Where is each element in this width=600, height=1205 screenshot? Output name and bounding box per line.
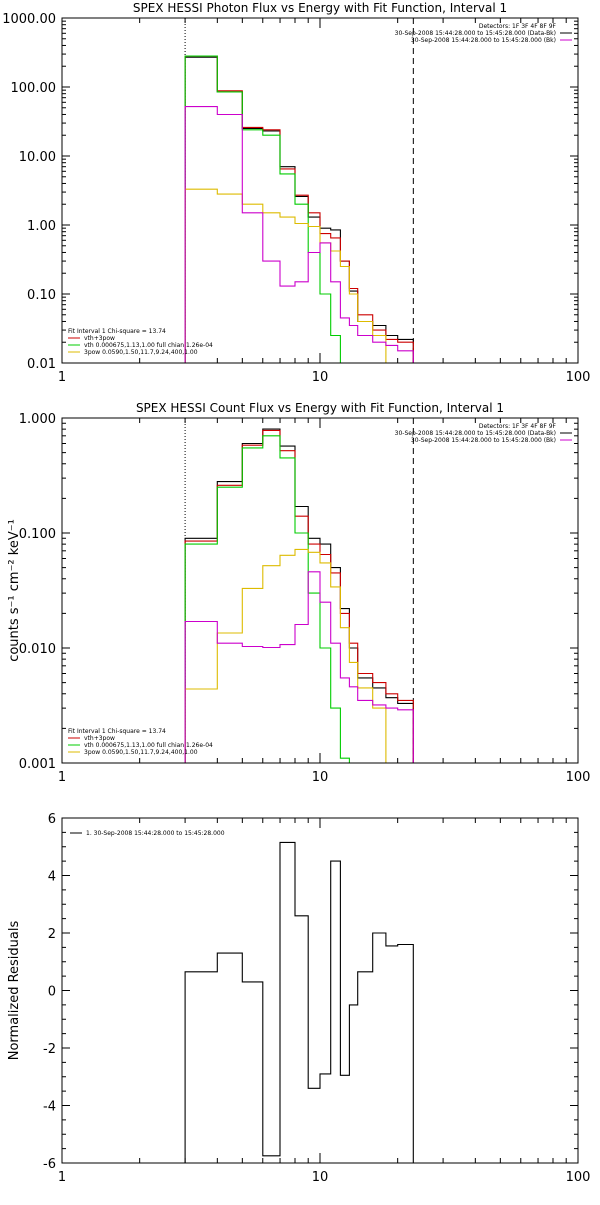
y-tick-label: 1.00 xyxy=(27,219,56,234)
y-tick-label: 2 xyxy=(48,927,56,942)
plot-frame xyxy=(61,17,579,364)
x-tick-label: 100 xyxy=(566,770,591,785)
chart-title: SPEX HESSI Photon Flux vs Energy with Fi… xyxy=(133,1,507,15)
legend-entry: 3pow 0.0590,1.50,11.7,9.24,400,1.00 xyxy=(84,349,198,356)
series-line-4 xyxy=(184,571,414,763)
x-tick-label: 10 xyxy=(312,370,329,385)
series-line-3 xyxy=(184,548,398,763)
y-tick-label: 10.00 xyxy=(19,150,56,165)
y-tick-label: -2 xyxy=(43,1042,56,1057)
series-line-1 xyxy=(184,55,414,363)
photon-flux-panel: SPEX HESSI Photon Flux vs Energy with Fi… xyxy=(2,1,590,385)
residuals-panel: -6 -4 -2 0 2 4 6 1 10 100 Normalized Residuals 1. 3… xyxy=(7,812,590,1185)
y-tick-label: 1000.00 xyxy=(2,12,56,27)
y-tick-label: 0.10 xyxy=(27,288,56,303)
x-tick-label: 100 xyxy=(566,370,591,385)
legend-entry: vth 0.000675,1.13,1.00 full chian 1.26e-… xyxy=(84,742,213,749)
y-axis-label: Normalized Residuals xyxy=(7,921,22,1061)
x-tick-label: 10 xyxy=(312,1170,329,1185)
y-tick-label: 0 xyxy=(48,985,56,1000)
series-line-1 xyxy=(184,429,414,763)
info-text: 30-Sep-2008 15:44:28.000 to 15:45:28.000… xyxy=(411,437,556,444)
count-flux-panel: SPEX HESSI Count Flux vs Energy with Fit… xyxy=(7,401,590,785)
y-axis-label: counts s⁻¹ cm⁻² keV⁻¹ xyxy=(7,519,22,662)
x-tick-label: 1 xyxy=(58,770,66,785)
legend-entry: vth+3pow xyxy=(84,735,115,742)
plot-frame xyxy=(61,817,579,1164)
x-tick-label: 1 xyxy=(58,370,66,385)
y-tick-label: 4 xyxy=(48,870,56,885)
series-line-0 xyxy=(184,56,414,363)
legend-entry: vth+3pow xyxy=(84,335,115,342)
info-text: Detectors: 1F 3F 4F 8F 9F xyxy=(479,423,557,430)
info-text: 30-Sep-2008 15:44:28.000 to 15:45:28.000… xyxy=(395,30,556,37)
legend-entry: vth 0.000675,1.13,1.00 full chian 1.26e-… xyxy=(84,342,213,349)
y-tick-label: 0.001 xyxy=(19,757,56,772)
y-tick-label: -6 xyxy=(43,1157,56,1172)
y-tick-label: 0.100 xyxy=(19,527,56,542)
series-line-4 xyxy=(184,106,414,363)
x-tick-label: 1 xyxy=(58,1170,66,1185)
y-tick-label: 100.00 xyxy=(11,81,57,96)
y-tick-label: 1.000 xyxy=(19,412,56,427)
series-line-2 xyxy=(184,435,350,763)
info-text: 30-Sep-2008 15:44:28.000 to 15:45:28.000… xyxy=(395,430,556,437)
y-tick-label: -4 xyxy=(43,1100,56,1115)
legend-entry: 3pow 0.0590,1.50,11.7,9.24,400,1.00 xyxy=(84,749,198,756)
y-tick-label: 6 xyxy=(48,812,56,827)
series-line-3 xyxy=(184,188,398,363)
series-line-2 xyxy=(184,55,358,363)
legend-entry: Fit Interval 1 Chi-square = 13.74 xyxy=(68,328,166,335)
series-line-0 xyxy=(184,428,414,763)
legend-entry: Fit Interval 1 Chi-square = 13.74 xyxy=(68,728,166,735)
info-text: 30-Sep-2008 15:44:28.000 to 15:45:28.000… xyxy=(411,37,556,44)
plot-frame xyxy=(61,417,579,764)
y-tick-label: 0.010 xyxy=(19,642,56,657)
x-tick-label: 10 xyxy=(312,770,329,785)
x-tick-label: 100 xyxy=(566,1170,591,1185)
y-tick-label: 0.01 xyxy=(27,357,56,372)
info-text: Detectors: 1F 3F 4F 8F 9F xyxy=(479,23,557,30)
legend-entry: 1. 30-Sep-2008 15:44:28.000 to 15:45:28.… xyxy=(86,830,225,837)
chart-title: SPEX HESSI Count Flux vs Energy with Fit… xyxy=(136,401,504,415)
series-line-0 xyxy=(184,841,414,1163)
